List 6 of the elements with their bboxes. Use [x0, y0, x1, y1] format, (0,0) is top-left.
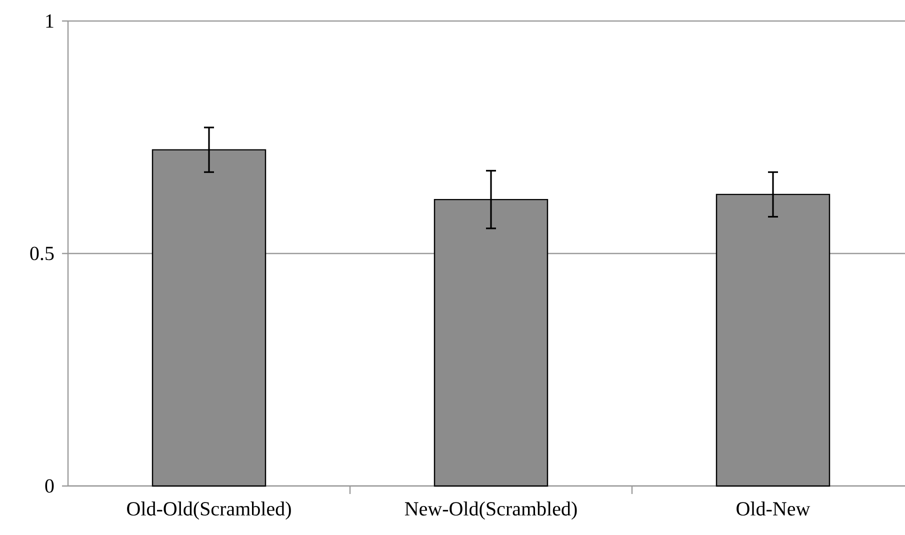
y-tick-label: 0 — [45, 479, 54, 493]
x-tick-label: New-Old(Scrambled) — [404, 502, 577, 520]
x-tick-label: Old-New — [736, 502, 810, 516]
x-tick-label: Old-Old(Scrambled) — [127, 502, 291, 520]
y-tick-label: 1 — [46, 14, 54, 28]
y-tick-label: 0.5 — [30, 246, 54, 260]
